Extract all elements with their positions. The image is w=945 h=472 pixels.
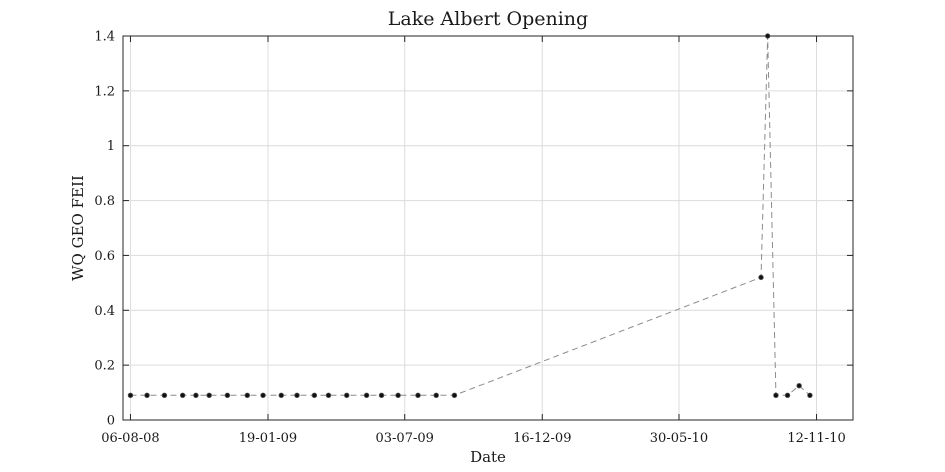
y-tick-label: 0.8 [94, 194, 115, 209]
x-axis-label: Date [470, 448, 506, 466]
data-point [433, 392, 439, 399]
data-point [344, 392, 350, 399]
data-point [244, 392, 250, 399]
y-tick-label: 0.6 [94, 249, 115, 264]
y-axis-tick-labels: 0 0.2 0.4 0.6 0.8 1 1.2 1.4 [94, 30, 115, 429]
data-point [127, 392, 134, 399]
chart-title: Lake Albert Opening [388, 8, 588, 30]
y-tick-label: 0 [107, 414, 115, 429]
data-point [773, 392, 779, 399]
data-point [784, 392, 791, 399]
data-point [206, 392, 212, 399]
data-point [363, 392, 370, 399]
data-point [378, 392, 385, 399]
data-point [764, 33, 771, 39]
x-axis-tick-labels: 06-08-08 19-01-09 03-07-09 16-12-09 30-05-10… [101, 431, 846, 446]
x-tick-label: 19-01-09 [239, 431, 297, 446]
y-tick-label: 1 [107, 139, 115, 154]
data-point [415, 392, 421, 399]
data-point [260, 392, 266, 399]
y-tick-label: 1.4 [94, 30, 115, 45]
data-point [278, 392, 284, 399]
y-tick-label: 0.4 [94, 304, 115, 319]
data-point [161, 392, 168, 399]
data-point [224, 392, 231, 399]
data-point [179, 392, 186, 399]
y-tick-label: 1.2 [94, 84, 115, 99]
x-tick-label: 16-12-09 [513, 431, 571, 446]
x-tick-label: 03-07-09 [376, 431, 434, 446]
data-point [451, 392, 458, 399]
data-point [395, 392, 401, 399]
x-tick-label: 12-11-10 [787, 431, 845, 446]
data-point [325, 392, 332, 399]
data-series [127, 33, 813, 399]
data-point [144, 392, 150, 399]
data-point [807, 392, 813, 399]
data-point [796, 383, 802, 389]
axis-ticks [123, 35, 853, 421]
grid-lines [123, 35, 853, 421]
x-tick-label: 06-08-08 [101, 431, 159, 446]
y-axis-label: WQ GEO FEII [69, 175, 87, 281]
y-tick-label: 0.2 [94, 359, 115, 374]
x-tick-label: 30-05-10 [650, 431, 708, 446]
data-point [311, 392, 318, 399]
data-point [193, 392, 199, 399]
data-point [294, 392, 300, 399]
series-line [130, 35, 811, 396]
plot-frame [122, 35, 854, 421]
data-point [758, 274, 764, 281]
